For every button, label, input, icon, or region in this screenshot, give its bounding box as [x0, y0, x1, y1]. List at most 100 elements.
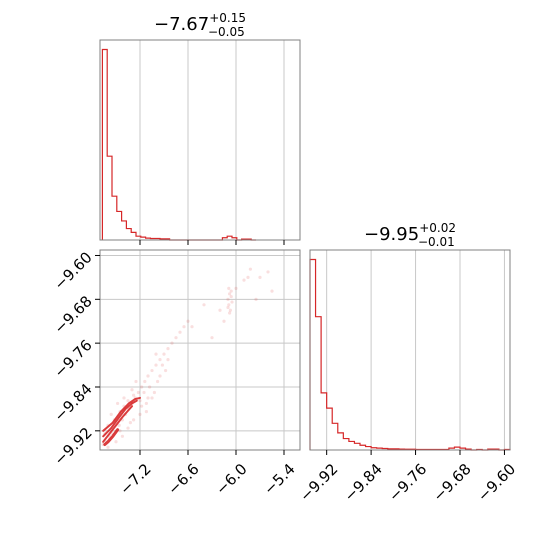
scatter-point [109, 412, 113, 416]
scatter-point [138, 412, 142, 416]
histogram-panel-param2: −9.92 −9.84 −9.76 −9.68 −9.60 −9.95+0.02 −0.01 [296, 221, 519, 505]
histogram-series [309, 258, 511, 451]
panel-title: −9.95+0.02 −0.01 [364, 221, 456, 249]
scatter-point [117, 423, 121, 427]
title-median: −9.95 [364, 224, 419, 245]
title-upper-error: +0.15 [209, 11, 246, 25]
scatter-point [222, 319, 226, 323]
scatter-point [266, 270, 270, 274]
scatter-point [228, 311, 232, 315]
scatter-point [143, 379, 147, 384]
scatter-point [254, 297, 258, 301]
density-contour [102, 396, 141, 432]
scatter-point [182, 325, 186, 329]
scatter-point [146, 374, 150, 378]
scatter-point [154, 363, 158, 367]
scatter-point [226, 305, 230, 310]
scatter-point [158, 374, 162, 378]
axes-frame [309, 249, 511, 451]
scatter-point [116, 401, 120, 406]
scatter-point [160, 363, 164, 367]
scatter-point [242, 278, 246, 282]
x-tick-label: −9.76 [385, 460, 430, 505]
scatter-point [258, 275, 262, 279]
scatter-point [150, 368, 154, 373]
x-tick-label: −6.6 [164, 460, 202, 498]
title-lower-error: −0.01 [418, 235, 455, 249]
y-tick-label: −9.84 [50, 380, 95, 425]
scatter-point [166, 357, 170, 362]
density-contour [103, 428, 120, 447]
scatter-point [218, 308, 222, 312]
x-tick-label: −9.92 [296, 460, 341, 505]
scatter-point [154, 352, 158, 356]
scatter-point [186, 319, 190, 323]
x-tick-label: −7.2 [116, 460, 154, 498]
histogram-series [101, 48, 256, 241]
scatter-point [164, 368, 168, 373]
y-tick-label: −9.60 [50, 248, 95, 293]
scatter-point [166, 347, 170, 351]
title-median: −7.67 [154, 14, 209, 35]
scatter-point [128, 421, 132, 425]
y-tick-label: −9.76 [50, 336, 95, 381]
scatter-point [178, 330, 182, 334]
scatter-point [156, 379, 160, 384]
scatter-point [202, 303, 206, 307]
scatter-point [234, 286, 238, 290]
scatter-point [140, 404, 144, 408]
scatter-point [227, 286, 231, 290]
density-contour [102, 399, 138, 438]
scatter-point [126, 399, 130, 403]
x-tick-label: −9.60 [474, 460, 519, 505]
scatter-point [190, 325, 194, 329]
scatter-point [227, 303, 231, 307]
scatter-point [144, 410, 148, 414]
scatter-point [148, 385, 152, 389]
scatter-point [126, 426, 130, 430]
scatter-point [174, 336, 178, 340]
x-tick-label: −5.4 [260, 460, 298, 498]
y-tick-label: −9.92 [50, 424, 95, 469]
scatter-point [170, 341, 174, 345]
scatter-point [158, 357, 162, 362]
scatter-point [138, 399, 142, 403]
y-tick-label: −9.68 [50, 292, 95, 337]
scatter-point [248, 267, 252, 271]
scatter-point [152, 390, 156, 395]
scatter-point [228, 292, 232, 296]
title-upper-error: +0.02 [419, 221, 456, 235]
x-tick-label: −9.84 [341, 460, 386, 505]
scatter-point [229, 289, 233, 293]
scatter-point [228, 308, 232, 312]
scatter-point [210, 336, 214, 340]
scatter-point [142, 390, 146, 395]
title-lower-error: −0.05 [208, 25, 245, 39]
axes-frame [99, 249, 301, 451]
scatter-point [134, 379, 138, 384]
x-tick-label: −6.0 [212, 460, 250, 498]
scatter-point [120, 434, 124, 438]
scatter-point [150, 396, 154, 400]
scatter-point [136, 390, 140, 395]
scatter-point [226, 297, 230, 301]
scatter-point [230, 300, 234, 304]
scatter-point [162, 352, 166, 356]
scatter-point [122, 396, 126, 400]
scatter-point [130, 388, 134, 392]
scatter-point [229, 294, 233, 299]
scatter-panel-param1-vs-param2: −7.2 −6.6 −6.0 −5.4 −9.60−9.68−9.76−9.84−9.9… [50, 248, 301, 499]
scatter-point [270, 289, 274, 293]
scatter-point [140, 385, 144, 389]
axes-frame [99, 39, 301, 241]
scatter-point [114, 440, 118, 444]
density-contour [102, 405, 133, 443]
scatter-point [132, 418, 136, 422]
scatter-point [118, 429, 122, 433]
panel-title: −7.67+0.15 −0.05 [154, 11, 246, 39]
scatter-point [132, 393, 136, 397]
scatter-point [146, 396, 150, 400]
x-tick-label: −9.68 [430, 460, 475, 505]
histogram-panel-param1: −7.67+0.15 −0.05 [99, 11, 301, 245]
